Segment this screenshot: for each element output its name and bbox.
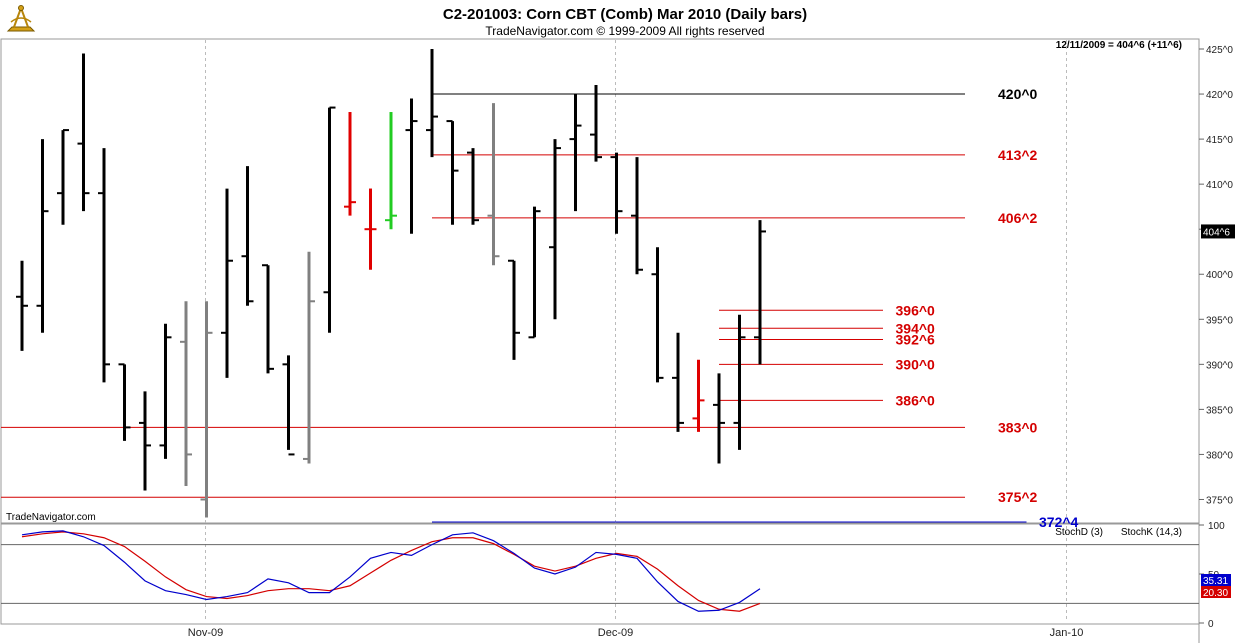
ohlc-bar: [549, 139, 561, 320]
level-label: 383^0: [998, 419, 1038, 435]
ohlc-bar: [77, 53, 90, 212]
ohlc-bar: [200, 301, 213, 518]
level-label: 375^2: [998, 489, 1038, 505]
ohlc-bar: [98, 148, 110, 383]
price-tick-label: 380^0: [1206, 450, 1233, 461]
stoch-tick-label: 0: [1208, 619, 1214, 630]
level-label: 390^0: [896, 356, 936, 372]
price-tick-label: 385^0: [1206, 405, 1233, 416]
current-price-tag: 404^6: [1201, 224, 1235, 239]
ohlc-bar: [364, 188, 377, 270]
ohlc-bar: [610, 152, 623, 234]
ohlc-bar: [180, 301, 192, 486]
ohlc-bar: [467, 148, 479, 225]
current-price-label: 404^6: [1203, 227, 1230, 238]
ohlc-bar: [241, 166, 254, 306]
stoch-tick-label: 100: [1208, 521, 1225, 532]
ohlc-bar: [323, 106, 336, 333]
x-axis: Nov-09 Dec-09 Jan-10: [188, 627, 1084, 639]
trade-navigator-logo: [4, 2, 38, 36]
stoch-last-value: 35.31: [1203, 576, 1228, 587]
x-tick-label: Nov-09: [188, 627, 223, 639]
ohlc-bar: [282, 355, 295, 456]
price-tick-label: 400^0: [1206, 270, 1233, 281]
level-label: 406^2: [998, 210, 1038, 226]
ohlc-bar: [590, 85, 602, 162]
ohlc-bar: [57, 129, 69, 225]
ohlc-bar: [139, 391, 151, 491]
chart-title: C2-201003: Corn CBT (Comb) Mar 2010 (Dai…: [443, 6, 807, 23]
ohlc-bar: [159, 323, 172, 459]
watermark: TradeNavigator.com: [6, 512, 96, 523]
level-label: 386^0: [896, 392, 936, 408]
ohlc-bar: [569, 94, 582, 212]
price-tick-label: 420^0: [1206, 90, 1233, 101]
price-tick-label: 415^0: [1206, 135, 1233, 146]
ohlc-bar: [487, 103, 500, 266]
ohlc-bar: [446, 120, 459, 225]
level-label: 372^4: [1039, 514, 1079, 530]
price-tick-label: 390^0: [1206, 360, 1233, 371]
ohlc-bar: [262, 264, 274, 374]
ohlc-bar: [672, 332, 684, 432]
ohlc-bar: [36, 139, 49, 333]
info-readout: 12/11/2009 = 404^6 (+11^6): [1056, 40, 1182, 51]
x-tick-label: Dec-09: [598, 627, 633, 639]
price-tick-label: 395^0: [1206, 315, 1233, 326]
price-tick-label: 375^0: [1206, 495, 1233, 506]
stoch-last-value-box: [1201, 574, 1231, 586]
ohlc-bars: [16, 49, 766, 518]
stoch-last-value-box: [1201, 586, 1231, 598]
legend-stochk: StochK (14,3): [1121, 527, 1182, 538]
level-label: 396^0: [896, 302, 936, 318]
level-label: 420^0: [998, 86, 1038, 102]
ohlc-bar: [221, 188, 233, 378]
ohlc-bar: [733, 314, 746, 450]
ohlc-bar: [303, 251, 315, 464]
stoch-line: [21, 531, 761, 612]
ohlc-bar: [713, 373, 725, 464]
chart-subtitle: TradeNavigator.com © 1999-2009 All right…: [485, 24, 764, 38]
ohlc-bar: [754, 220, 766, 365]
level-label: 413^2: [998, 147, 1038, 163]
ohlc-bar: [508, 259, 520, 360]
ohlc-bar: [651, 247, 664, 383]
ohlc-bar: [385, 112, 397, 230]
ohlc-bar: [631, 157, 643, 275]
stoch-series: [21, 530, 761, 612]
ohlc-bar: [405, 98, 418, 234]
stoch-line: [21, 530, 761, 612]
level-label: 394^0: [896, 320, 936, 336]
level-label: 392^6: [896, 332, 936, 348]
ohlc-bar: [692, 359, 705, 432]
legend-stochd: StochD (3): [1055, 527, 1103, 538]
ohlc-bar: [16, 260, 28, 351]
stoch-last-value: 20.30: [1203, 588, 1228, 599]
x-tick-label: Jan-10: [1050, 627, 1084, 639]
ohlc-bar: [426, 49, 438, 158]
price-tick-label: 410^0: [1206, 180, 1233, 191]
ohlc-bar: [118, 363, 131, 441]
ohlc-bar: [344, 112, 356, 216]
stoch-reference-lines: [1, 544, 1199, 604]
ohlc-bar: [528, 206, 541, 339]
price-tick-label: 425^0: [1206, 45, 1233, 56]
